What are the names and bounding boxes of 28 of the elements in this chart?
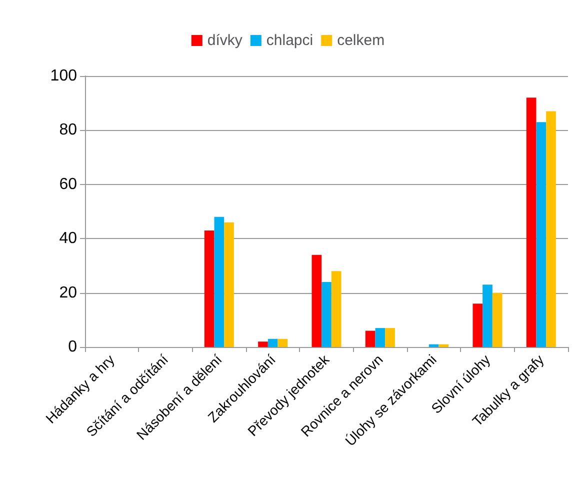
y-tick-label: 100 [50, 68, 78, 84]
bar [482, 284, 492, 347]
y-tick-label: 80 [59, 122, 78, 139]
y-tick-label: 40 [59, 230, 78, 248]
bar [536, 122, 546, 347]
bar [492, 292, 502, 347]
y-tick-label: 0 [68, 338, 78, 356]
bar [472, 304, 483, 347]
legend-label: celkem [337, 32, 385, 49]
bar [428, 344, 439, 347]
bar [278, 338, 288, 347]
bar [268, 338, 278, 347]
y-tick-label: 20 [59, 284, 78, 302]
bar [375, 328, 386, 347]
legend-label: chlapci [266, 32, 314, 49]
bar [224, 222, 234, 347]
bar [526, 98, 536, 347]
legend-label: dívky [207, 32, 243, 49]
bar [258, 342, 268, 347]
bar [546, 111, 556, 347]
bar [204, 230, 214, 347]
y-tick-label: 60 [59, 176, 78, 193]
bar [385, 328, 395, 347]
bar [331, 271, 342, 347]
bar [365, 330, 376, 347]
bar [214, 216, 224, 347]
bar [312, 254, 322, 347]
bar [322, 282, 332, 347]
